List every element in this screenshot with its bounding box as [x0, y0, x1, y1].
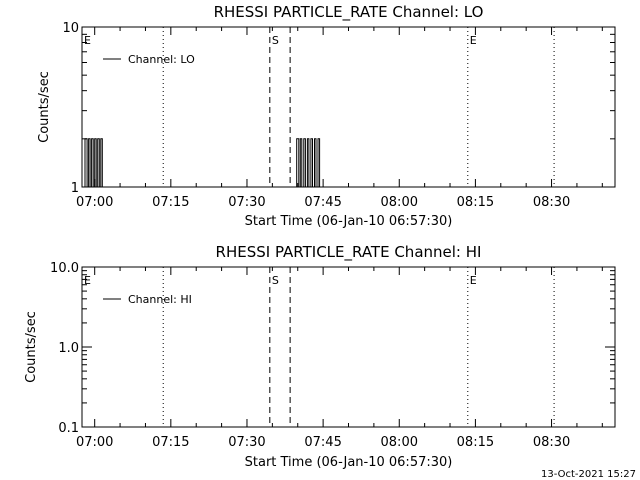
chart2-marker-label: S [272, 274, 279, 287]
chart1-x-tick-label: 08:15 [457, 195, 494, 210]
chart2-y-axis-label: Counts/sec [24, 311, 39, 383]
chart2-x-tick-label: 08:00 [381, 435, 418, 450]
chart2-y-tick-label: 0.1 [58, 421, 79, 436]
chart2-y-tick-label: 1.0 [58, 341, 79, 356]
chart1-x-tick-label: 07:00 [76, 195, 113, 210]
chart2-y-tick-label: 10.0 [50, 261, 79, 276]
chart2-legend-label: Channel: HI [128, 293, 192, 306]
chart2-plot-frame [81, 266, 616, 428]
chart2-x-tick-label: 07:15 [152, 435, 189, 450]
chart1-legend-label: Channel: LO [128, 53, 195, 66]
chart1-x-tick-label: 07:30 [228, 195, 265, 210]
chart1-x-tick-label: 08:30 [533, 195, 570, 210]
chart1-x-axis-label: Start Time (06-Jan-10 06:57:30) [245, 214, 453, 229]
chart1-y-axis-label: Counts/sec [37, 71, 52, 143]
chart1-marker-label: E [470, 34, 477, 47]
chart2-x-tick-label: 07:00 [76, 435, 113, 450]
chart2-title: RHESSI PARTICLE_RATE Channel: HI [216, 243, 482, 262]
chart1-x-tick-label: 08:00 [381, 195, 418, 210]
chart2-x-tick-label: 08:15 [457, 435, 494, 450]
chart1-x-tick-label: 07:45 [304, 195, 341, 210]
chart1-x-tick-label: 07:15 [152, 195, 189, 210]
chart1-marker-label: E [84, 34, 91, 47]
chart1-series-line [82, 138, 324, 188]
chart1-y-tick-label: 10 [62, 21, 79, 36]
chart2-x-tick-label: 07:45 [304, 435, 341, 450]
chart2-marker-label: E [84, 274, 91, 287]
chart1-y-tick-label: 1 [71, 181, 79, 196]
chart2-x-tick-label: 07:30 [228, 435, 265, 450]
chart2-x-tick-label: 08:30 [533, 435, 570, 450]
chart2-marker-label: E [470, 274, 477, 287]
footer-date: 13-Oct-2021 15:27 [541, 469, 636, 480]
chart1-title: RHESSI PARTICLE_RATE Channel: LO [214, 3, 484, 22]
chart1-marker-label: S [272, 34, 279, 47]
chart2-x-axis-label: Start Time (06-Jan-10 06:57:30) [245, 455, 453, 470]
chart1-plot-frame [81, 26, 616, 188]
